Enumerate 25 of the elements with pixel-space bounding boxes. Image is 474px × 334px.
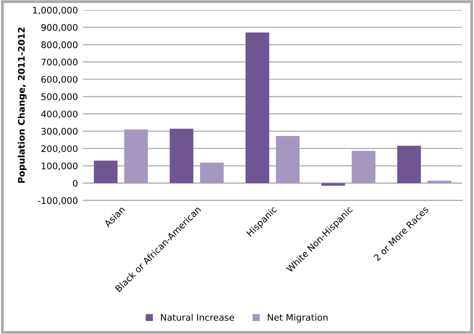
y-tick-label: 300,000 — [41, 128, 78, 136]
bar — [397, 146, 421, 184]
bar — [276, 136, 300, 184]
bar — [321, 183, 346, 186]
bar — [124, 129, 148, 184]
y-axis-title: Population Change, 2011-2012 — [18, 28, 27, 183]
bar — [352, 150, 376, 184]
y-tick-label: 100,000 — [42, 162, 78, 170]
bar — [428, 180, 452, 184]
legend-label: Natural Increase — [161, 314, 234, 321]
legend-label: Net Migration — [268, 314, 328, 323]
y-tick-label: 200,000 — [41, 145, 78, 153]
bar — [170, 128, 194, 184]
y-tick-label: 900,000 — [41, 24, 78, 32]
bar — [94, 160, 118, 184]
y-tick-label: 400,000 — [41, 110, 78, 118]
y-tick-label: 500,000 — [41, 93, 78, 102]
bar — [200, 162, 224, 184]
y-tick-label: 700,000 — [41, 58, 78, 66]
y-tick-label: -100,000 — [38, 197, 78, 205]
bar — [246, 32, 270, 184]
y-tick-label: 0 — [72, 180, 78, 187]
y-tick-label: 1,000,000 — [33, 6, 78, 14]
y-tick-label: 600,000 — [41, 76, 78, 84]
y-tick-label: 800,000 — [41, 41, 78, 50]
